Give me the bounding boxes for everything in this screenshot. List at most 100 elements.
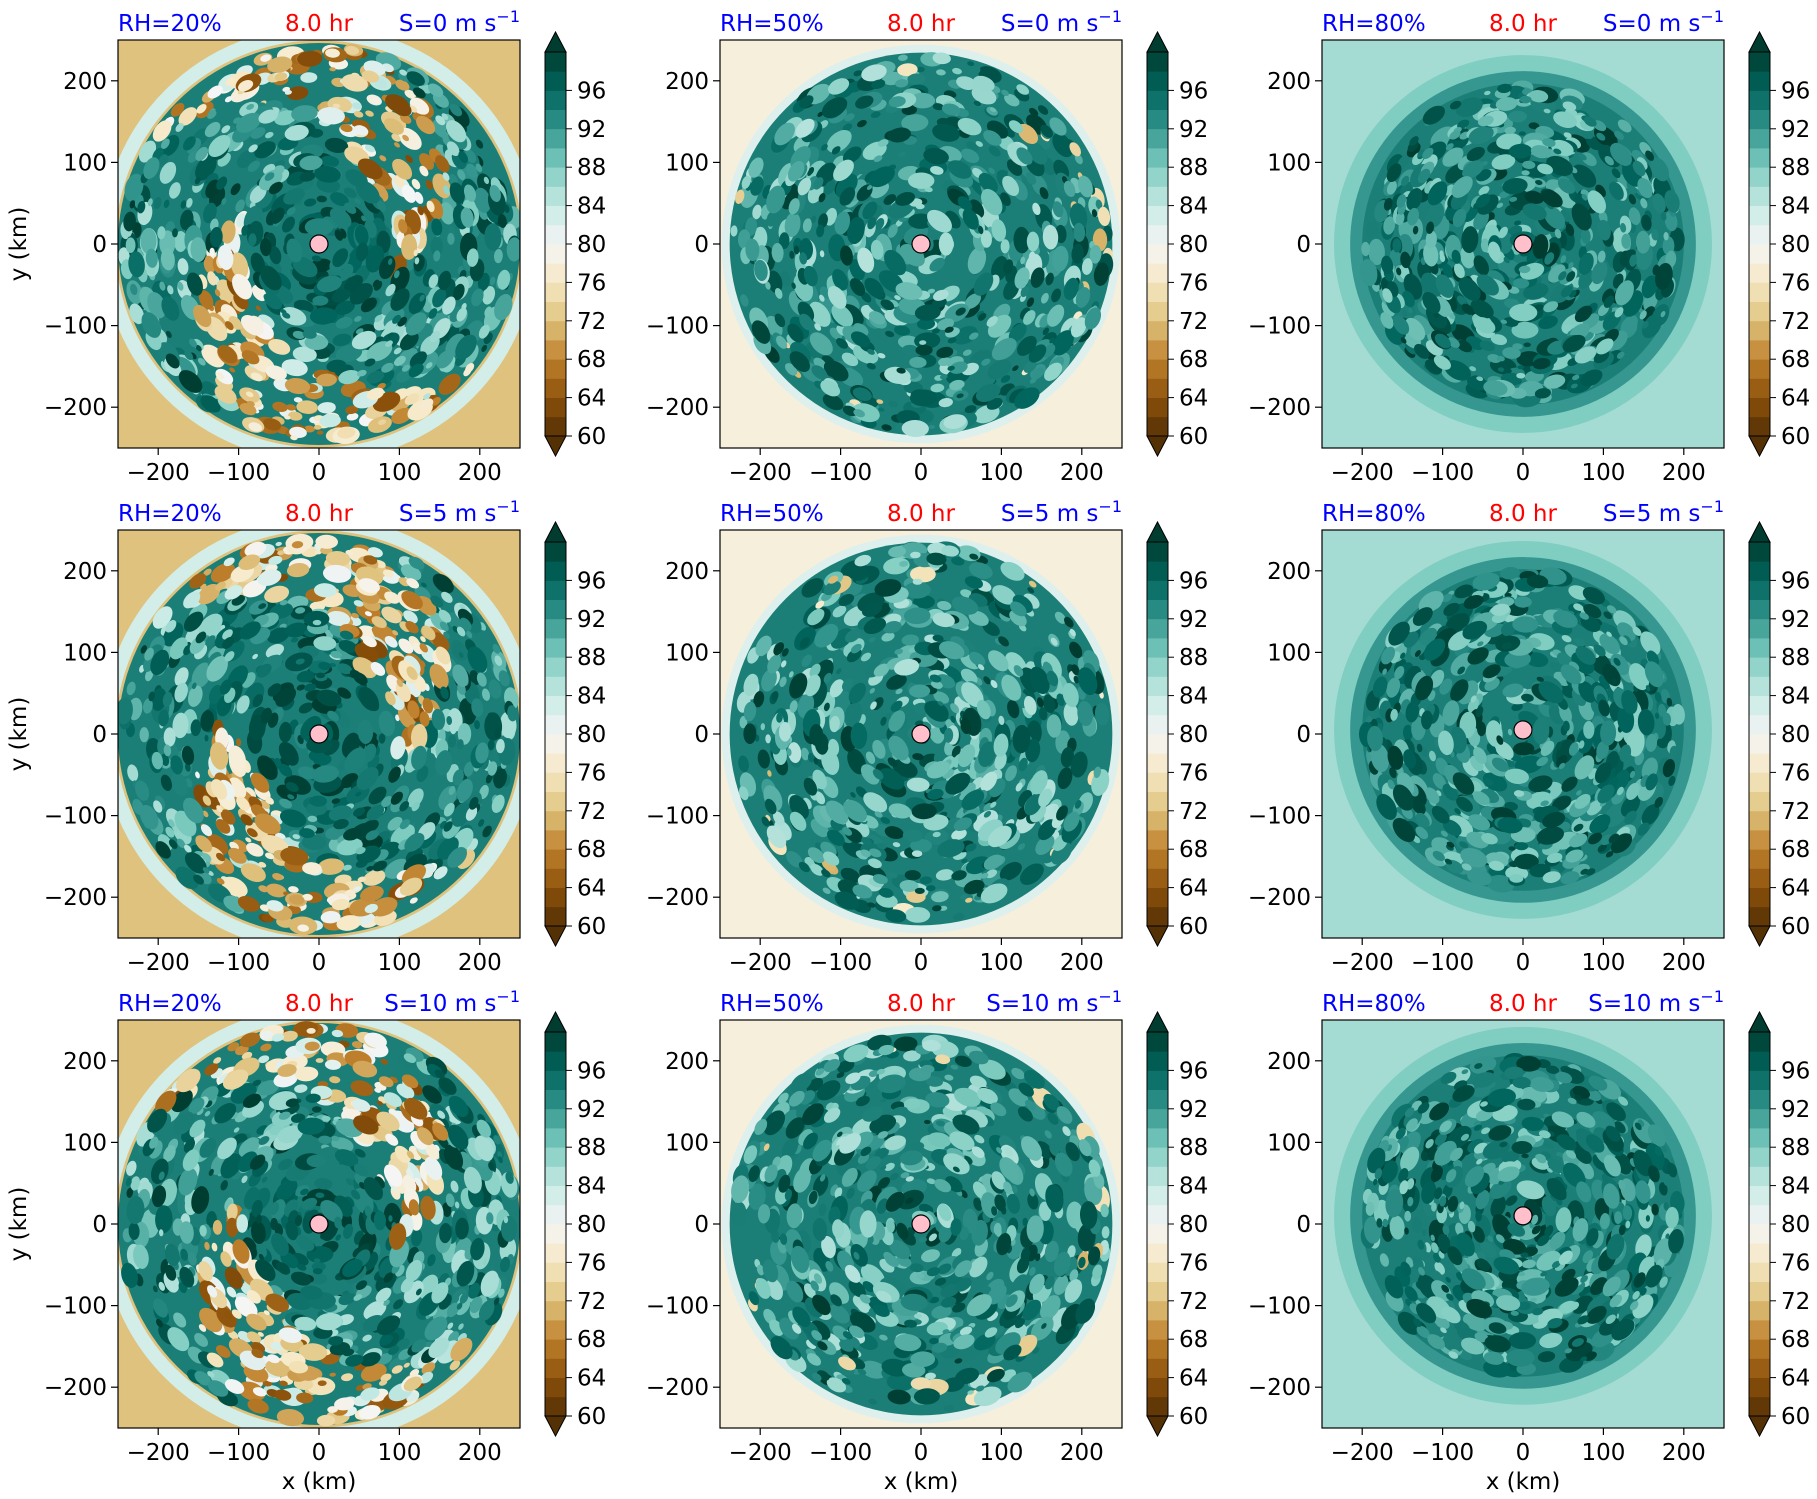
colorbar-segment bbox=[1749, 1128, 1770, 1148]
x-tick-label: 0 bbox=[1516, 950, 1531, 976]
colorbar-segment bbox=[545, 1396, 566, 1417]
colorbar-segment bbox=[1147, 1070, 1168, 1090]
colorbar-extend-min bbox=[1748, 435, 1771, 458]
colorbar-tick-label: 64 bbox=[1179, 386, 1208, 412]
colorbar-segment bbox=[545, 734, 566, 754]
colorbar-segment bbox=[545, 542, 566, 562]
title-right: S=5 m s−1 bbox=[399, 497, 520, 527]
colorbar-segment bbox=[1749, 676, 1770, 696]
colorbar-segment bbox=[1147, 868, 1168, 888]
colorbar-extend-min bbox=[1146, 435, 1169, 458]
colorbar-tick-label: 72 bbox=[1781, 309, 1810, 335]
x-tick-label: −200 bbox=[1331, 1440, 1394, 1466]
y-tick-label: 200 bbox=[1267, 69, 1311, 95]
colorbar: 60 64 68 72 76 80 84 88 92 96 bbox=[544, 1010, 606, 1438]
colorbar-segment bbox=[1147, 1262, 1168, 1282]
colorbar-tick-label: 80 bbox=[1179, 1212, 1208, 1238]
colorbar-tick-label: 96 bbox=[1179, 78, 1208, 104]
y-tick-label: 0 bbox=[694, 232, 709, 258]
panel-rh20-s10: −200 −100 0 100 200 −200 −100 0 100 200 RH=20% 8.0 … bbox=[6, 987, 606, 1495]
colorbar-tick-label: 68 bbox=[1781, 837, 1810, 863]
colorbar-segment bbox=[545, 1128, 566, 1148]
panel-rh50-s5: −200 −100 0 100 200 −200 −100 0 100 200 RH=50% 8.0 … bbox=[646, 497, 1208, 976]
colorbar-segment bbox=[1749, 561, 1770, 581]
colorbar-tick-label: 72 bbox=[1781, 799, 1810, 825]
colorbar-segment bbox=[1749, 320, 1770, 341]
colorbar-segment bbox=[1749, 1281, 1770, 1302]
colorbar-tick-label: 88 bbox=[1781, 1135, 1810, 1161]
colorbar-tick-label: 92 bbox=[1179, 1097, 1208, 1123]
colorbar-segment bbox=[545, 1051, 566, 1071]
x-tick-label: 100 bbox=[1581, 460, 1625, 486]
title-left: RH=80% bbox=[1322, 991, 1426, 1017]
title-right: S=10 m s−1 bbox=[1588, 987, 1724, 1017]
x-tick-label: −200 bbox=[1331, 460, 1394, 486]
texture bbox=[118, 533, 519, 935]
colorbar-segment bbox=[545, 71, 566, 91]
colorbar-segment bbox=[1749, 244, 1770, 264]
title-center: 8.0 hr bbox=[1489, 11, 1557, 37]
colorbar-tick-label: 88 bbox=[1179, 645, 1208, 671]
colorbar-segment bbox=[1749, 282, 1770, 302]
colorbar-segment bbox=[1147, 1224, 1168, 1244]
colorbar-segment bbox=[1147, 1339, 1168, 1359]
colorbar-segment bbox=[1749, 753, 1770, 773]
y-tick-label: −100 bbox=[646, 804, 709, 830]
panel-rh80-s5: −200 −100 0 100 200 −200 −100 0 100 200 RH=80% 8.0 … bbox=[1248, 497, 1810, 976]
colorbar-extend-min bbox=[544, 925, 567, 948]
colorbar-segment bbox=[1147, 580, 1168, 600]
colorbar-segment bbox=[1749, 148, 1770, 168]
colorbar-segment bbox=[1147, 1204, 1168, 1225]
colorbar-tick-label: 60 bbox=[577, 424, 606, 450]
x-tick-label: −200 bbox=[1331, 950, 1394, 976]
x-tick-label: 0 bbox=[312, 460, 327, 486]
colorbar-segment bbox=[1147, 830, 1168, 850]
colorbar-tick-label: 72 bbox=[1179, 309, 1208, 335]
x-tick-label: 0 bbox=[312, 950, 327, 976]
y-tick-label: −200 bbox=[646, 1375, 709, 1401]
center-marker bbox=[309, 724, 329, 744]
colorbar-segment bbox=[545, 1147, 566, 1167]
colorbar-segment bbox=[545, 906, 566, 927]
x-tick-label: 100 bbox=[1581, 950, 1625, 976]
colorbar-segment bbox=[1749, 301, 1770, 322]
colorbar-segment bbox=[545, 340, 566, 360]
x-tick-label: −200 bbox=[127, 460, 190, 486]
colorbar-segment bbox=[545, 561, 566, 581]
center-marker bbox=[1513, 234, 1533, 254]
colorbar-tick-label: 64 bbox=[1781, 876, 1810, 902]
y-tick-label: −200 bbox=[646, 395, 709, 421]
colorbar-tick-label: 88 bbox=[1179, 1135, 1208, 1161]
colorbar-segment bbox=[545, 1108, 566, 1129]
x-tick-label: 100 bbox=[979, 950, 1023, 976]
colorbar-tick-label: 64 bbox=[577, 386, 606, 412]
colorbar-tick-label: 76 bbox=[1781, 270, 1810, 296]
y-tick-label: 100 bbox=[665, 640, 709, 666]
colorbar-segment bbox=[1749, 52, 1770, 72]
y-tick-label: −100 bbox=[646, 314, 709, 340]
x-tick-label: 0 bbox=[312, 1440, 327, 1466]
colorbar-extend-min bbox=[1748, 925, 1771, 948]
y-axis-label: y (km) bbox=[6, 697, 32, 772]
colorbar-segment bbox=[1749, 167, 1770, 187]
colorbar-tick-label: 92 bbox=[577, 1097, 606, 1123]
y-tick-label: 200 bbox=[63, 559, 107, 585]
colorbar-tick-label: 64 bbox=[1781, 386, 1810, 412]
colorbar-segment bbox=[1749, 378, 1770, 398]
texture bbox=[1358, 566, 1685, 893]
colorbar-tick-label: 88 bbox=[577, 1135, 606, 1161]
colorbar-segment bbox=[545, 830, 566, 850]
colorbar-tick-label: 92 bbox=[1179, 117, 1208, 143]
y-tick-label: 100 bbox=[1267, 640, 1311, 666]
colorbar: 60 64 68 72 76 80 84 88 92 96 bbox=[1748, 30, 1810, 458]
colorbar-segment bbox=[545, 657, 566, 677]
colorbar-segment bbox=[545, 1300, 566, 1321]
x-tick-label: −200 bbox=[127, 1440, 190, 1466]
x-tick-label: 100 bbox=[377, 950, 421, 976]
colorbar-tick-label: 64 bbox=[577, 876, 606, 902]
colorbar-segment bbox=[545, 1262, 566, 1282]
panel-rh80-s0: −200 −100 0 100 200 −200 −100 0 100 200 RH=80% 8.0 … bbox=[1248, 7, 1810, 486]
colorbar-segment bbox=[545, 1320, 566, 1340]
colorbar-tick-label: 96 bbox=[577, 1058, 606, 1084]
colorbar-segment bbox=[545, 52, 566, 72]
